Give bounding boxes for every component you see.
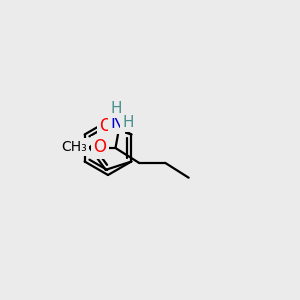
Text: O: O [99, 117, 112, 135]
Text: H: H [111, 101, 122, 116]
Text: N: N [110, 113, 123, 131]
Text: H: H [123, 115, 134, 130]
Text: CH₃: CH₃ [61, 140, 87, 154]
Text: O: O [93, 138, 106, 156]
